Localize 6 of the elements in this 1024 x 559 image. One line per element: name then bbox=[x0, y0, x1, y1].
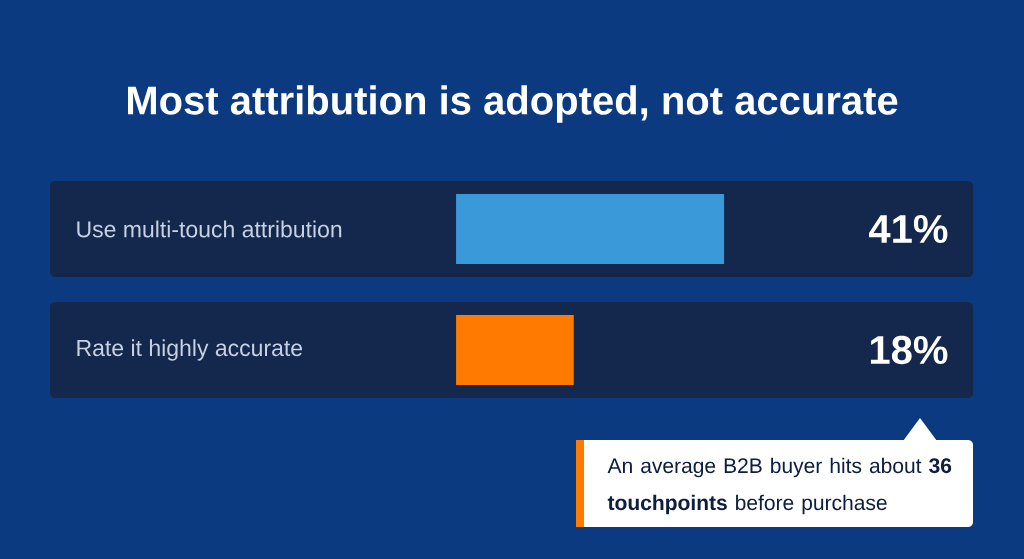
text: An average B2B buyer hits about 36 touchpoints before purchase bbox=[607, 457, 952, 515]
data-label: 18% bbox=[870, 335, 948, 365]
y-tick-label: Rate it highly accurate bbox=[77, 339, 303, 361]
data-label: 41% bbox=[869, 214, 948, 244]
chart-title: Most attribution is adopted, not accurate bbox=[128, 85, 898, 123]
y-tick-label: Use multi-touch attribution bbox=[77, 220, 342, 238]
